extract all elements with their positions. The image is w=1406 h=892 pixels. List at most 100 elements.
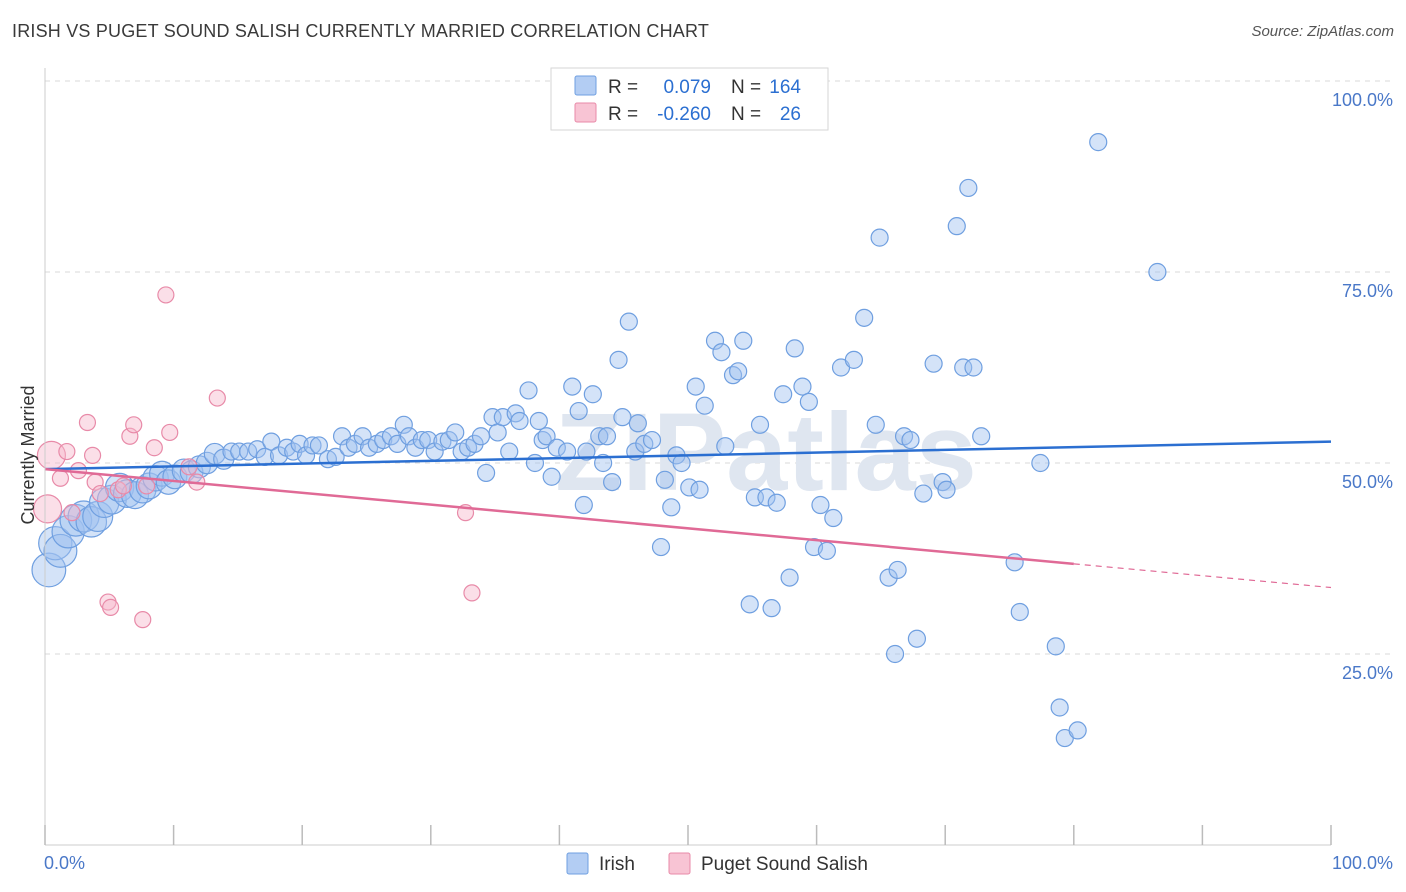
y-axis-title: Currently Married <box>18 385 38 524</box>
irish-point <box>75 506 108 538</box>
bottom-legend-label-salish: Puget Sound Salish <box>701 854 868 875</box>
irish-point <box>569 401 588 421</box>
irish-point <box>439 430 458 450</box>
irish-point <box>248 440 267 459</box>
irish-point <box>855 308 874 327</box>
chart-title: IRISH VS PUGET SOUND SALISH CURRENTLY MA… <box>12 21 710 41</box>
irish-point <box>597 427 617 446</box>
irish-point <box>537 427 556 446</box>
irish-point <box>662 498 681 517</box>
bottom-legend-label-irish: Irish <box>599 854 635 875</box>
salish-trend-extension <box>1073 563 1332 589</box>
bottom-legend-swatch-irish <box>566 852 589 875</box>
irish-point <box>345 434 365 453</box>
salish-point <box>145 439 163 457</box>
irish-point <box>262 432 281 451</box>
irish-trend-line <box>44 440 1332 471</box>
irish-point <box>619 312 638 331</box>
irish-point <box>488 423 507 442</box>
legend-r-label-irish: R = <box>608 77 638 98</box>
irish-point <box>914 484 933 503</box>
irish-point <box>583 385 602 404</box>
irish-point <box>937 480 956 499</box>
legend-box <box>550 67 829 131</box>
irish-point <box>690 480 709 499</box>
irish-point <box>303 436 322 455</box>
irish-point <box>419 430 438 450</box>
irish-point <box>381 427 401 446</box>
irish-point <box>1031 453 1050 473</box>
salish-point <box>114 477 133 495</box>
irish-point <box>609 350 628 369</box>
x-tick-label-min: 0.0% <box>44 853 85 873</box>
irish-point <box>43 533 78 568</box>
irish-point <box>542 467 561 486</box>
irish-point <box>757 488 776 507</box>
y-tick-label: 100.0% <box>1332 90 1393 110</box>
salish-point <box>463 584 481 602</box>
legend-n-label-salish: N = <box>731 104 761 125</box>
irish-point <box>907 629 927 648</box>
irish-point <box>1046 637 1065 656</box>
salish-point <box>58 442 76 461</box>
irish-point <box>1068 721 1087 740</box>
axis-layer: 100.0% 75.0% 50.0% 25.0% 0.0% 100.0% <box>44 68 1393 873</box>
irish-point <box>817 541 836 560</box>
irish-point <box>326 447 345 466</box>
y-tick-label: 50.0% <box>1342 472 1393 492</box>
irish-point <box>577 442 596 461</box>
irish-point <box>866 415 885 434</box>
salish-point <box>161 423 179 442</box>
irish-point <box>120 480 150 510</box>
salish-point <box>134 611 152 629</box>
irish-point <box>888 560 907 580</box>
irish-point <box>774 385 793 404</box>
irish-point <box>750 415 770 434</box>
legend: R = 0.079 N = 164 R = -0.260 N = 26 <box>550 67 829 131</box>
irish-point <box>964 358 983 377</box>
chart-source: Source: ZipAtlas.com <box>1251 23 1394 40</box>
irish-point <box>959 178 978 198</box>
legend-swatch-irish <box>574 75 597 96</box>
irish-point <box>651 537 671 557</box>
irish-point <box>716 437 735 456</box>
salish-point <box>51 469 70 487</box>
irish-point <box>31 552 67 588</box>
salish-point <box>101 598 120 616</box>
irish-point <box>686 377 705 396</box>
irish-point <box>476 463 496 483</box>
irish-point <box>1050 698 1069 717</box>
irish-point <box>563 377 582 396</box>
irish-point <box>954 358 973 377</box>
irish-point <box>767 493 786 512</box>
bottom-legend-swatch-salish <box>668 852 691 875</box>
salish-point <box>208 389 226 407</box>
irish-point <box>433 432 452 451</box>
legend-n-label-irish: N = <box>731 77 761 98</box>
legend-r-value-salish: -0.260 <box>657 104 711 125</box>
irish-point <box>824 508 843 528</box>
irish-point <box>353 427 372 446</box>
irish-point <box>780 568 799 587</box>
y-tick-label: 75.0% <box>1342 281 1393 301</box>
salish-trend-line <box>44 467 1074 566</box>
irish-point <box>1010 602 1029 622</box>
irish-point <box>672 453 691 473</box>
irish-point <box>799 392 818 411</box>
irish-point <box>628 414 647 433</box>
irish-point <box>870 228 889 247</box>
irish-point <box>1148 262 1167 282</box>
irish-point <box>734 331 753 350</box>
irish-point <box>446 423 465 442</box>
irish-point <box>947 217 966 236</box>
salish-point <box>32 494 63 524</box>
salish-point <box>157 286 175 304</box>
irish-point <box>885 644 905 664</box>
salish-point <box>91 484 109 503</box>
irish-point <box>972 427 991 446</box>
grid-layer <box>45 80 1391 655</box>
irish-point <box>901 430 920 450</box>
irish-point <box>695 396 714 415</box>
irish-point <box>519 381 538 400</box>
